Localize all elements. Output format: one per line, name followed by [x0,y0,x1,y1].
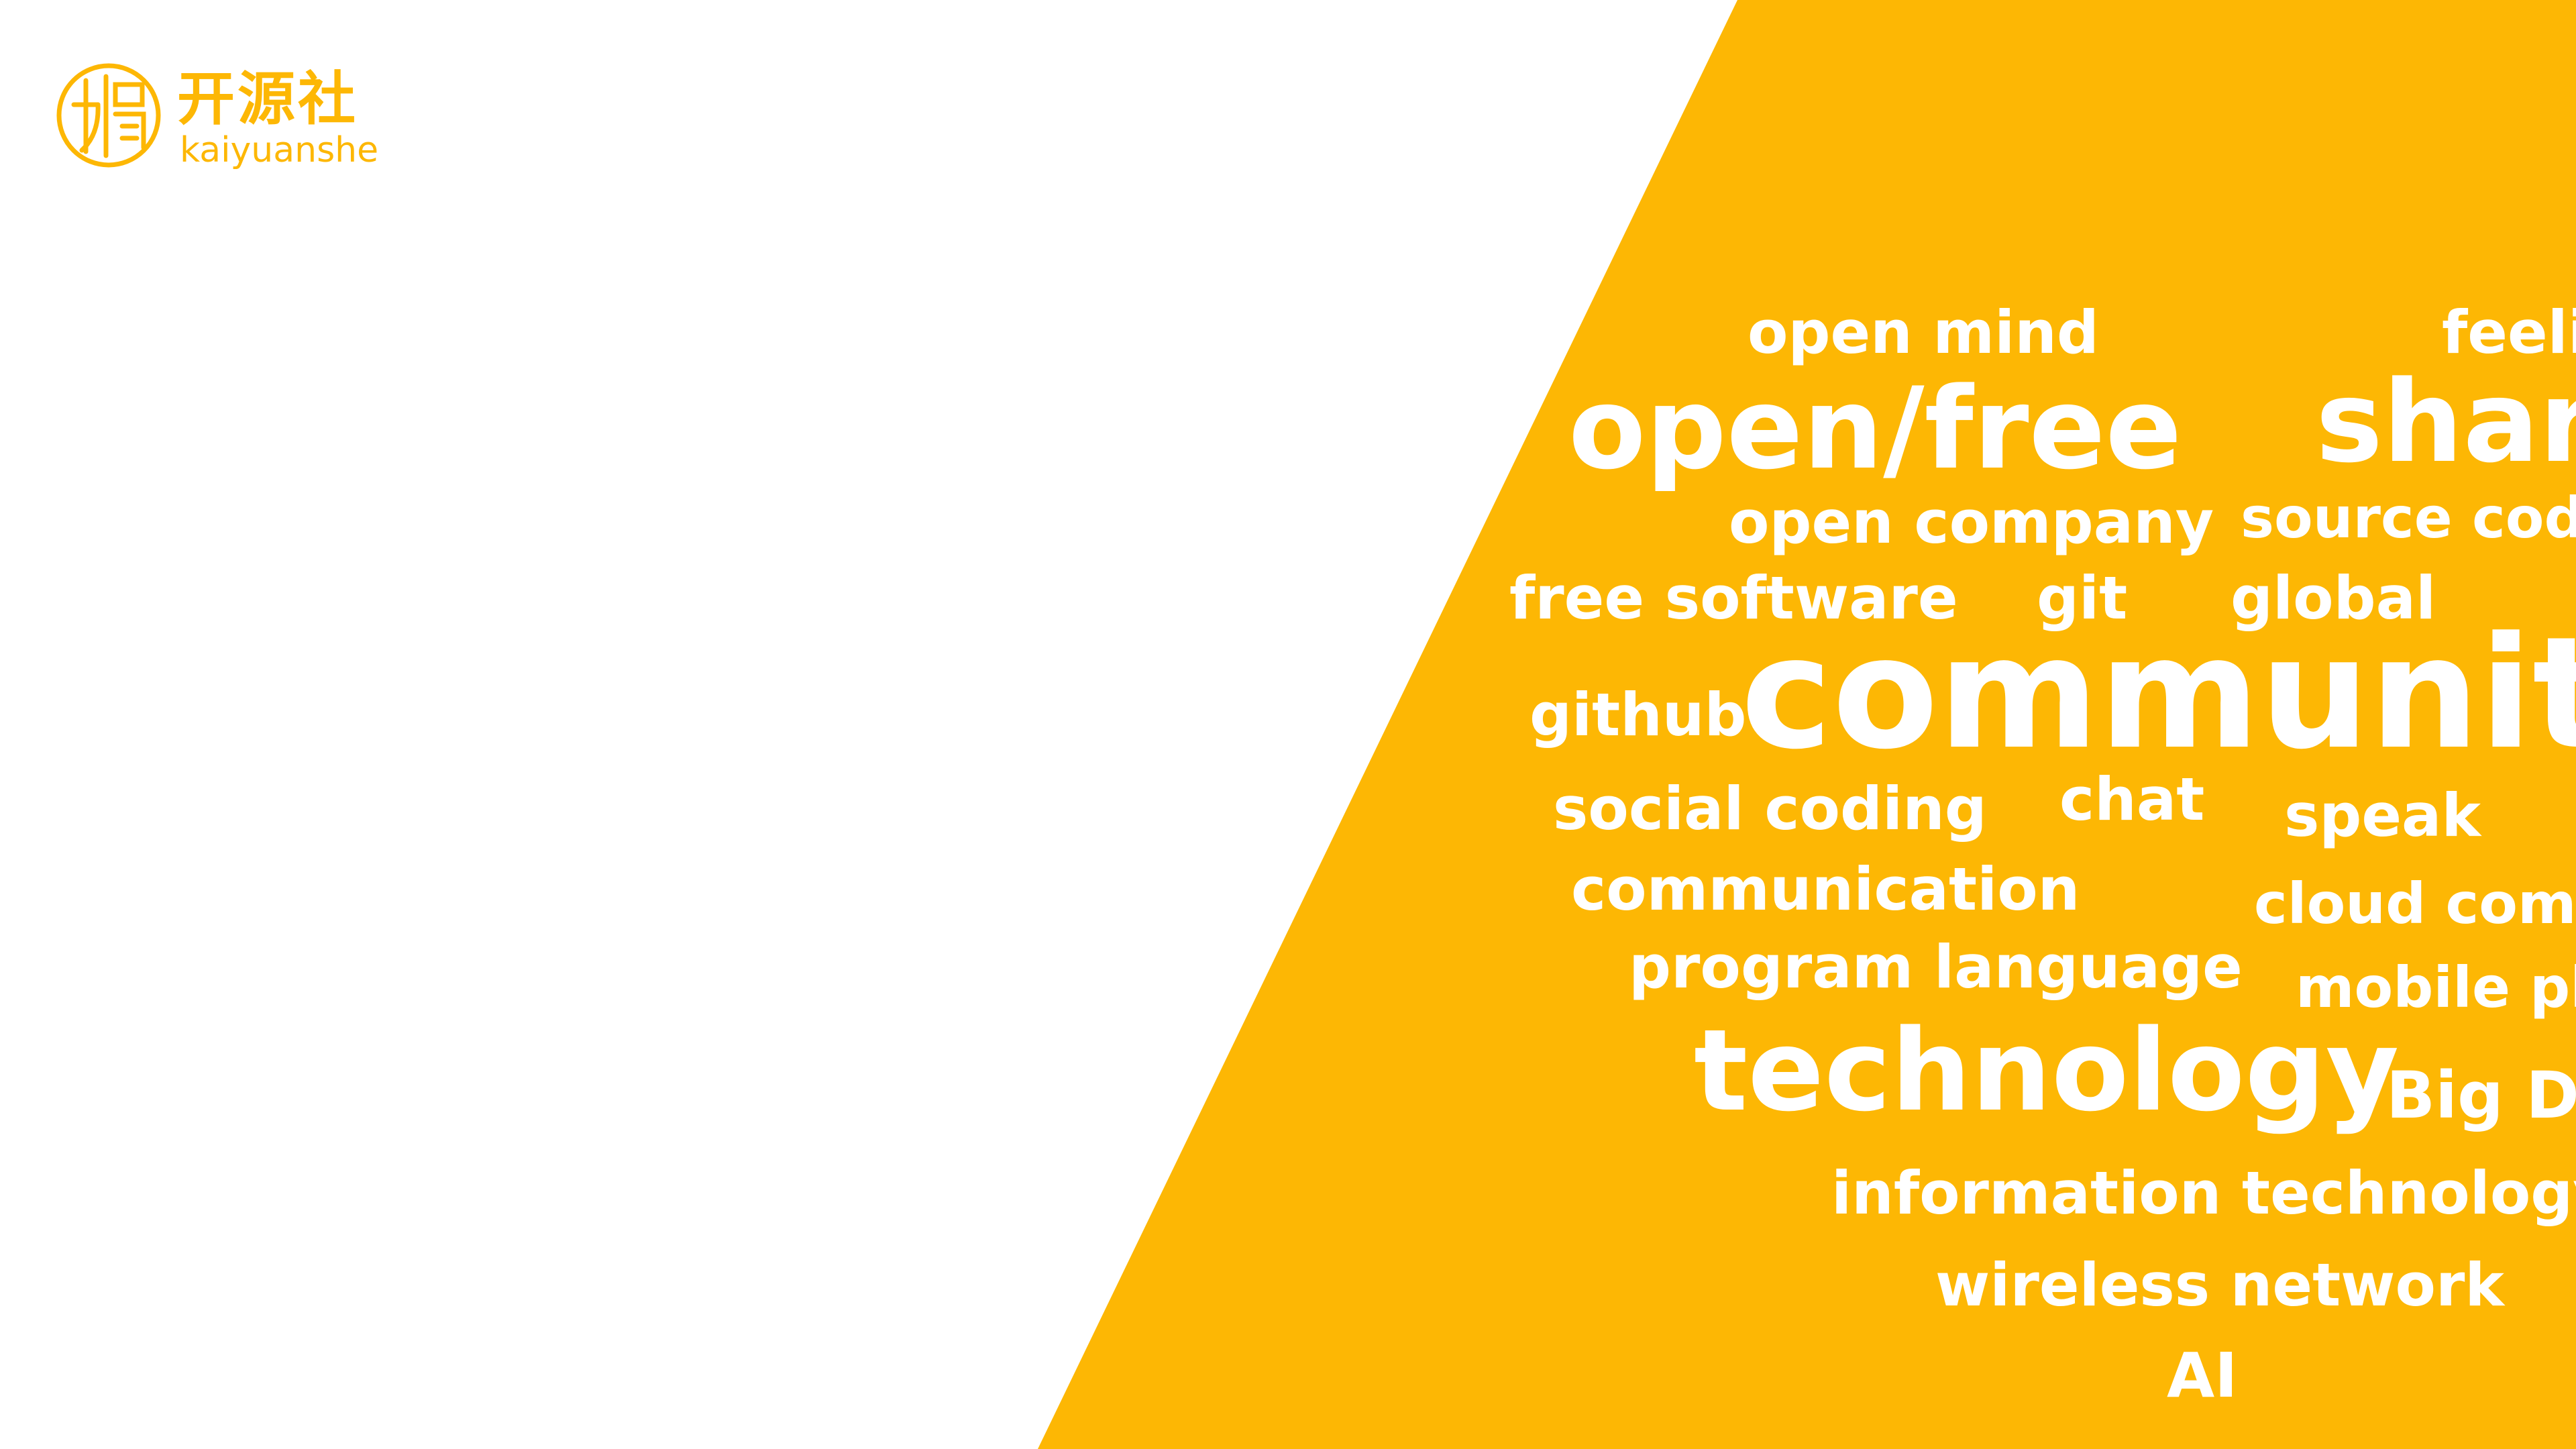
logo-name-chinese: 开源社 [177,66,358,133]
logo-name-english: kaiyuanshe [180,130,379,170]
kaiyuanshe-logo-icon [56,63,161,168]
